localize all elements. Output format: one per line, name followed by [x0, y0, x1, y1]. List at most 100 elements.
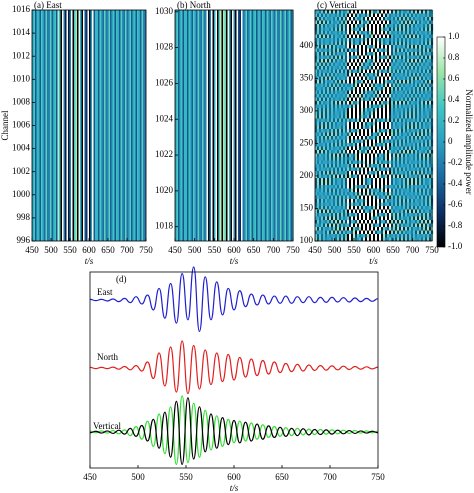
heatmap-cell	[329, 108, 332, 112]
heatmap-cell	[415, 62, 418, 67]
heatmap-cell	[335, 108, 338, 112]
heatmap-cell	[421, 167, 424, 172]
heatmap-cell	[427, 136, 430, 140]
heatmap-stripe	[268, 10, 270, 241]
heatmap-cell	[407, 83, 410, 88]
heatmap-cell	[427, 118, 430, 123]
heatmap-cell	[339, 111, 342, 116]
heatmap-cell	[337, 38, 340, 42]
heatmap-cell	[341, 55, 344, 60]
heatmap-cell	[357, 213, 360, 217]
heatmap-cell	[425, 101, 428, 105]
heatmap-cell	[385, 230, 388, 235]
heatmap-cell	[393, 143, 396, 147]
heatmap-stripe	[272, 10, 275, 241]
heatmap-cell	[315, 132, 318, 137]
heatmap-cell	[427, 174, 430, 179]
heatmap-cell	[397, 164, 400, 168]
heatmap-cell	[425, 73, 428, 77]
heatmap-cell	[337, 104, 340, 109]
heatmap-cell	[361, 66, 364, 70]
heatmap-cell	[367, 143, 370, 147]
heatmap-cell	[345, 150, 348, 154]
heatmap-cell	[389, 132, 392, 137]
heatmap-cell	[347, 10, 350, 14]
heatmap-cell	[337, 150, 340, 154]
heatmap-stripe	[175, 10, 177, 241]
heatmap-cell	[367, 41, 370, 46]
heatmap-cell	[399, 139, 402, 144]
heatmap-cell	[399, 101, 402, 105]
heatmap-cell	[359, 52, 362, 56]
heatmap-cell	[315, 24, 318, 28]
heatmap-cell	[409, 80, 412, 84]
heatmap-cell	[347, 104, 350, 109]
heatmap-cell	[325, 108, 328, 112]
heatmap-cell	[315, 230, 318, 235]
heatmap-cell	[367, 192, 370, 196]
heatmap-cell	[365, 199, 368, 203]
heatmap-cell	[407, 167, 410, 172]
series-label: Vertical	[93, 421, 121, 431]
heatmap-cell	[315, 171, 318, 175]
heatmap-cell	[367, 59, 370, 63]
heatmap-cell	[383, 125, 386, 130]
heatmap-cell	[367, 188, 370, 193]
heatmap-cell	[389, 150, 392, 154]
heatmap-cell	[407, 220, 410, 224]
heatmap-cell	[331, 41, 334, 46]
heatmap-cell	[357, 167, 360, 172]
heatmap-cell	[411, 188, 414, 193]
heatmap-cell	[383, 223, 386, 228]
heatmap-cell	[425, 143, 428, 147]
heatmap-cell	[407, 80, 410, 84]
heatmap-cell	[341, 87, 344, 91]
heatmap-cell	[355, 199, 358, 203]
heatmap-cell	[329, 171, 332, 175]
heatmap-cell	[423, 69, 426, 74]
heatmap-cell	[413, 17, 416, 21]
heatmap-cell	[319, 202, 322, 207]
heatmap-cell	[335, 230, 338, 235]
heatmap-cell	[387, 45, 390, 49]
heatmap-cell	[335, 136, 338, 140]
heatmap-cell	[381, 13, 384, 18]
heatmap-cell	[319, 220, 322, 224]
heatmap-cell	[323, 87, 326, 91]
heatmap-cell	[349, 171, 352, 175]
heatmap-cell	[381, 20, 384, 25]
heatmap-cell	[327, 199, 330, 203]
heatmap-cell	[321, 181, 324, 186]
heatmap-cell	[321, 220, 324, 224]
heatmap-cell	[341, 188, 344, 193]
heatmap-cell	[321, 216, 324, 221]
heatmap-cell	[351, 10, 354, 14]
heatmap-cell	[343, 69, 346, 74]
heatmap-cell	[373, 132, 376, 137]
heatmap-cell	[391, 181, 394, 186]
heatmap-cell	[373, 111, 376, 116]
heatmap-cell	[375, 178, 378, 182]
heatmap-cell	[415, 34, 418, 39]
heatmap-cell	[383, 129, 386, 133]
heatmap-cell	[321, 167, 324, 172]
heatmap-cell	[407, 174, 410, 179]
heatmap-cell	[369, 90, 372, 95]
heatmap-cell	[387, 55, 390, 60]
heatmap-cell	[401, 157, 404, 161]
heatmap-cell	[381, 160, 384, 165]
heatmap-cell	[343, 167, 346, 172]
heatmap-cell	[337, 41, 340, 46]
heatmap-cell	[409, 227, 412, 231]
heatmap-cell	[381, 146, 384, 151]
series-label: North	[97, 352, 118, 362]
heatmap-cell	[393, 122, 396, 126]
heatmap-cell	[387, 24, 390, 28]
heatmap-cell	[379, 97, 382, 102]
heatmap-cell	[385, 143, 388, 147]
heatmap-cell	[331, 115, 334, 119]
heatmap-cell	[411, 94, 414, 98]
heatmap-cell	[367, 83, 370, 88]
heatmap-cell	[387, 41, 390, 46]
heatmap-cell	[409, 118, 412, 123]
